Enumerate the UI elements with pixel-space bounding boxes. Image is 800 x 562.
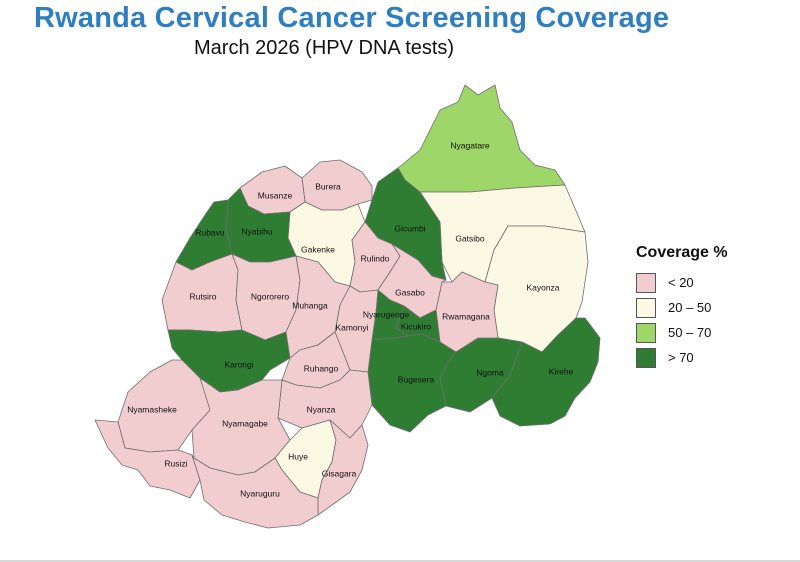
legend-label: > 70: [668, 350, 694, 365]
label-kicukiro: Kicukiro: [401, 321, 432, 331]
label-nyamagabe: Nyamagabe: [222, 418, 268, 428]
label-karongi: Karongi: [224, 359, 253, 369]
legend-item-lt20: < 20: [636, 270, 756, 295]
legend-item-50-70: 50 – 70: [636, 320, 756, 345]
legend-item-gt70: > 70: [636, 345, 756, 370]
label-gasabo: Gasabo: [395, 287, 425, 297]
legend-label: < 20: [668, 275, 694, 290]
page-title: Rwanda Cervical Cancer Screening Coverag…: [34, 2, 670, 34]
district-nyaruguru: [191, 454, 319, 529]
label-rutsiro: Rutsiro: [190, 291, 217, 301]
label-nyabihu: Nyabihu: [241, 226, 272, 236]
label-nyanza: Nyanza: [307, 404, 336, 414]
label-ruhango: Ruhango: [304, 363, 339, 373]
label-gakenke: Gakenke: [301, 244, 335, 254]
legend-label: 20 – 50: [668, 300, 712, 315]
district-rusizi: [94, 419, 201, 499]
label-muhanga: Muhanga: [292, 300, 328, 310]
label-nyamasheke: Nyamasheke: [127, 404, 177, 414]
label-gisagara: Gisagara: [322, 468, 357, 478]
label-kamonyi: Kamonyi: [335, 322, 368, 332]
district-kamonyi: [334, 285, 379, 373]
legend-title: Coverage %: [636, 244, 728, 261]
label-rusizi: Rusizi: [164, 458, 187, 468]
legend-swatch: [636, 322, 656, 343]
label-kirehe: Kirehe: [549, 366, 574, 376]
label-rubavu: Rubavu: [195, 227, 225, 237]
district-gisagara: [317, 419, 369, 516]
label-ngoma: Ngoma: [476, 367, 504, 377]
label-rwamagana: Rwamagana: [442, 311, 490, 321]
label-kayonza: Kayonza: [526, 282, 559, 292]
legend-swatch: [636, 272, 656, 293]
label-nyaruguru: Nyaruguru: [240, 488, 280, 498]
label-gicumbi: Gicumbi: [394, 223, 425, 233]
label-huye: Huye: [288, 451, 308, 461]
label-burera: Burera: [315, 181, 341, 191]
page-subtitle: March 2026 (HPV DNA tests): [194, 37, 455, 59]
map-legend: Coverage % < 20 20 – 50 50 – 70 > 70: [636, 244, 756, 370]
legend-label: 50 – 70: [668, 325, 712, 340]
legend-swatch: [636, 347, 656, 368]
legend-swatch: [636, 297, 656, 318]
legend-item-20-50: 20 – 50: [636, 295, 756, 320]
label-musanze: Musanze: [258, 190, 293, 200]
label-rulindo: Rulindo: [361, 253, 390, 263]
label-ngororero: Ngororero: [251, 291, 290, 301]
district-nyagatare: [397, 84, 566, 193]
label-bugesera: Bugesera: [398, 374, 435, 384]
label-gatsibo: Gatsibo: [455, 233, 485, 243]
label-nyagatare: Nyagatare: [450, 140, 489, 150]
label-nyarugenge: Nyarugenge: [363, 309, 410, 319]
